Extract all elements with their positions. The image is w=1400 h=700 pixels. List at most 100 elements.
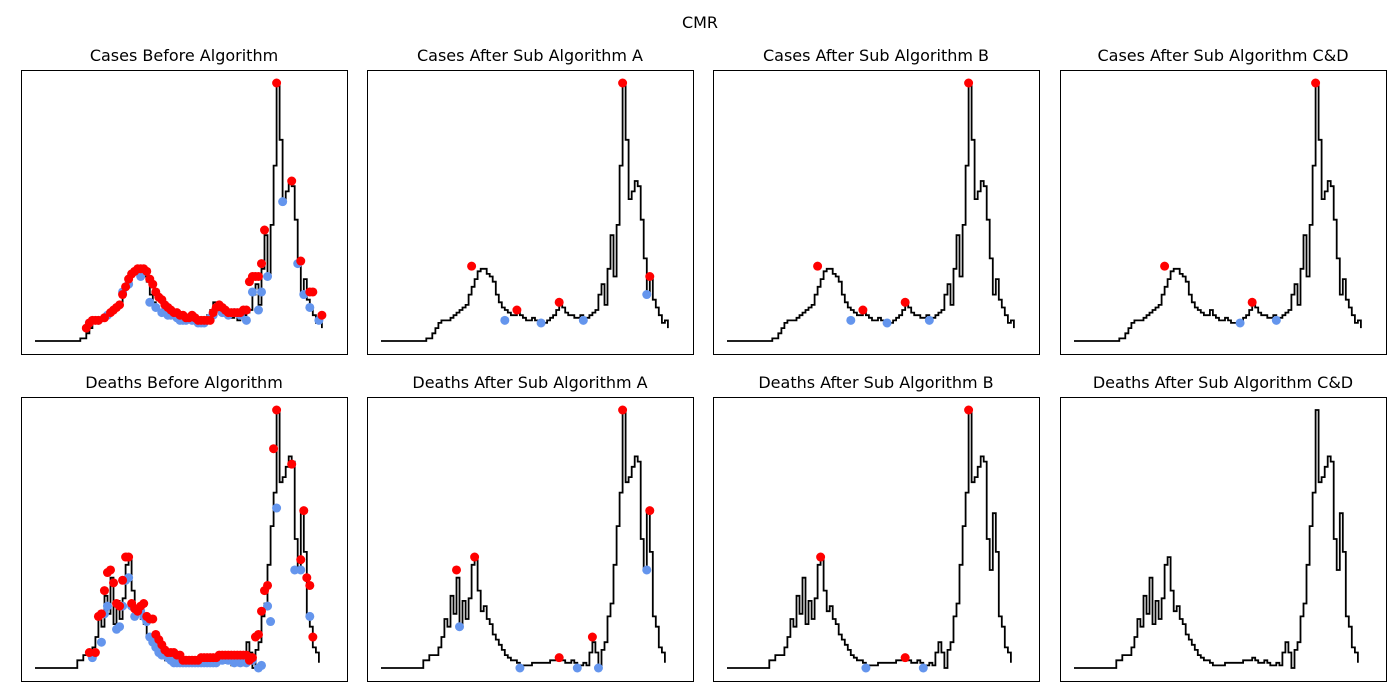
subplot-2: Cases After Sub Algorithm A [367, 46, 694, 355]
trough-point [500, 315, 510, 325]
peak-point [816, 552, 826, 562]
trough-point [918, 663, 928, 673]
trough-point [1235, 318, 1245, 328]
trough-point [266, 617, 276, 627]
trough-point [272, 503, 282, 513]
subplot-5: Deaths Before Algorithm [21, 373, 348, 682]
trough-point [924, 315, 934, 325]
trough-point [572, 663, 582, 673]
trough-point [846, 315, 856, 325]
peak-point [124, 552, 134, 562]
peak-point [121, 282, 131, 292]
trough-point [305, 302, 315, 312]
trough-point [642, 290, 652, 300]
trough-point [296, 565, 306, 575]
peak-point [302, 573, 312, 583]
peak-point [118, 575, 128, 585]
trough-point [578, 315, 588, 325]
peak-point [618, 405, 628, 415]
peak-point [317, 310, 327, 320]
trough-point [515, 663, 525, 673]
subplot-frame [713, 397, 1040, 682]
subplot-title: Deaths Before Algorithm [85, 373, 283, 392]
peak-point [299, 506, 309, 516]
figure-title: CMR [682, 13, 718, 32]
trough-point [102, 601, 112, 611]
peak-point [106, 565, 115, 575]
peak-point [148, 614, 158, 624]
peak-point [142, 266, 152, 276]
series-line [381, 409, 666, 669]
peak-point [115, 601, 125, 611]
trough-point [882, 318, 892, 328]
trough-point [455, 622, 465, 632]
subplot-frame [1060, 397, 1387, 682]
peak-point [90, 648, 100, 658]
trough-point [593, 663, 603, 673]
peak-point [263, 580, 273, 590]
trough-point [257, 287, 266, 297]
peak-point [205, 315, 215, 325]
trough-point [136, 272, 146, 281]
peak-point [269, 444, 279, 454]
series-line [1074, 409, 1359, 669]
axes-layer: Cases Before Algorithm Cases After Sub Al… [21, 46, 1387, 682]
trough-point [253, 305, 263, 315]
peak-point [118, 290, 128, 300]
trough-point [263, 601, 273, 611]
series-line [1074, 82, 1362, 342]
peak-point [858, 305, 868, 315]
subplot-8: Deaths After Sub Algorithm C&D [1060, 373, 1387, 682]
peak-point [253, 629, 263, 639]
series-line [727, 409, 1012, 669]
trough-point [861, 663, 871, 673]
peak-point [554, 653, 564, 663]
peak-point [618, 78, 628, 88]
subplot-title: Cases Before Algorithm [90, 46, 278, 65]
trough-point [115, 622, 125, 632]
peak-point [260, 225, 270, 235]
subplot-title: Deaths After Sub Algorithm C&D [1093, 373, 1353, 392]
subplot-7: Deaths After Sub Algorithm B [713, 373, 1040, 682]
peak-point [257, 259, 266, 269]
peak-point [115, 300, 125, 310]
trough-point [642, 565, 652, 575]
series-line [35, 82, 323, 342]
peak-point [1311, 78, 1321, 88]
peak-point [287, 459, 297, 469]
subplot-frame [367, 70, 694, 355]
trough-point [96, 637, 106, 647]
trough-point [247, 287, 257, 297]
peak-point [964, 405, 974, 415]
peak-point [139, 599, 149, 608]
peak-point [96, 609, 106, 619]
peak-point [272, 78, 282, 88]
trough-point [257, 660, 266, 670]
peak-point [900, 297, 910, 307]
peak-point [257, 606, 266, 616]
peak-point [148, 279, 158, 289]
peak-point [272, 405, 282, 415]
subplot-3: Cases After Sub Algorithm B [713, 46, 1040, 355]
peak-point [645, 506, 655, 516]
peak-point [296, 555, 306, 565]
peak-point [1160, 261, 1170, 271]
peak-point [554, 297, 564, 307]
trough-point [151, 302, 161, 312]
subplot-frame [713, 70, 1040, 355]
subplot-title: Cases After Sub Algorithm A [417, 46, 643, 65]
peak-point [964, 78, 974, 88]
peak-point [1247, 297, 1257, 307]
subplot-title: Cases After Sub Algorithm C&D [1097, 46, 1348, 65]
subplot-frame [21, 397, 348, 682]
peak-point [467, 261, 477, 271]
subplot-6: Deaths After Sub Algorithm A [367, 373, 694, 682]
peak-point [308, 287, 318, 297]
peak-point [241, 305, 251, 315]
peak-point [247, 653, 257, 663]
subplot-4: Cases After Sub Algorithm C&D [1060, 46, 1387, 355]
trough-point [1271, 315, 1281, 325]
subplot-title: Deaths After Sub Algorithm B [758, 373, 993, 392]
peak-point [99, 586, 109, 596]
trough-point [536, 318, 546, 328]
